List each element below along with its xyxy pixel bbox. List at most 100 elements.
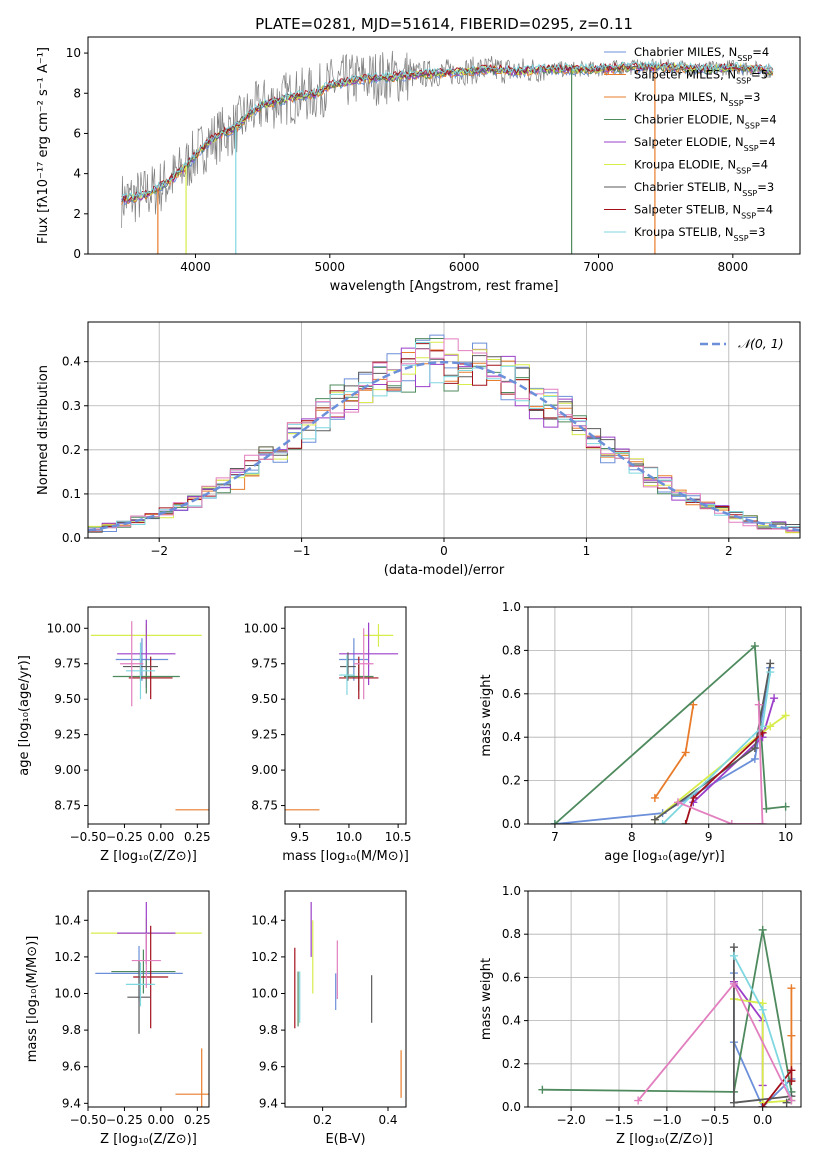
- panel-weight_vs_Z: −2.0 −1.5 −1.0 −0.5 0.0 0.0 0.2 0.4 0.6 0.8 1.0 Z […: [479, 884, 802, 1147]
- x-tick-label: 10.0: [336, 830, 363, 844]
- weight-marker: [681, 820, 690, 824]
- x-tick-label: −2: [150, 544, 168, 558]
- weight-marker: [758, 1005, 767, 1014]
- y-tick-label: 0.2: [502, 1057, 521, 1071]
- x-tick-label: 2: [725, 544, 733, 558]
- y-tick-label: 10.0: [251, 987, 278, 1001]
- x-tick-label: 5000: [315, 260, 346, 274]
- x-axis-label: Z [log₁₀(Z/Z⊙)]: [100, 849, 197, 864]
- legend-entry: Kroupa MILES, NSSP=3: [634, 90, 760, 108]
- weight-marker: [673, 798, 682, 807]
- x-tick-label: −0.50: [70, 1113, 107, 1127]
- x-tick-label: 0.4: [378, 1113, 397, 1127]
- y-tick-label: 6: [73, 126, 81, 140]
- weight-marker: [650, 793, 659, 802]
- weight-marker: [750, 642, 759, 651]
- weight-marker: [754, 700, 763, 709]
- weight-marker: [538, 1085, 547, 1094]
- plot-area: [121, 50, 774, 254]
- y-tick-label: 4: [73, 167, 81, 181]
- y-axis-label: mass weight: [479, 674, 494, 756]
- y-tick-label: 9.50: [54, 692, 81, 706]
- weight-marker: [781, 802, 790, 811]
- legend-entry: Chabrier STELIB, NSSP=3: [634, 180, 774, 198]
- y-tick-label: 9.00: [54, 763, 81, 777]
- y-tick-label: 9.25: [251, 728, 278, 742]
- weight-marker: [729, 943, 738, 952]
- weight-marker: [766, 659, 775, 668]
- weight-marker: [782, 1098, 791, 1107]
- weight-marker: [550, 820, 559, 824]
- weight-line-pink: [677, 704, 764, 824]
- panel-age_vs_Z: −0.50 −0.25 0.00 0.25 8.75 9.00 9.25 9.50 9.75 10…: [17, 606, 211, 864]
- y-tick-label: 0.0: [502, 817, 521, 831]
- y-tick-label: 0: [73, 247, 81, 261]
- x-axis-label: wavelength [Angstrom, rest frame]: [330, 279, 559, 294]
- weight-marker: [766, 722, 775, 731]
- weight-line-kroupa-elodie: [733, 998, 792, 1104]
- y-tick-label: 9.25: [54, 728, 81, 742]
- y-axis-label: Flux [fλ10⁻¹⁷ erg cm⁻² s⁻¹ A⁻¹]: [36, 47, 51, 244]
- y-tick-label: 0.0: [502, 1100, 521, 1114]
- normal-curve: [88, 360, 800, 532]
- y-tick-label: 9.00: [251, 763, 278, 777]
- y-tick-label: 0.2: [502, 774, 521, 788]
- plot-area: [90, 619, 209, 811]
- x-tick-label: 0.00: [148, 1113, 175, 1127]
- y-tick-label: 9.75: [251, 657, 278, 671]
- x-tick-label: 9: [705, 830, 713, 844]
- weight-marker: [634, 1096, 643, 1105]
- plot-area: [285, 622, 399, 811]
- x-axis-label: Z [log₁₀(Z/Z⊙)]: [100, 1132, 197, 1147]
- y-tick-label: 9.8: [62, 1023, 81, 1037]
- y-tick-label: 10.4: [251, 913, 278, 927]
- y-tick-label: 0.3: [62, 399, 81, 413]
- x-tick-label: −1.5: [604, 1113, 633, 1127]
- weight-marker: [758, 925, 767, 934]
- y-tick-label: 9.75: [54, 657, 81, 671]
- x-tick-label: 10.5: [385, 830, 412, 844]
- y-tick-label: 10.2: [54, 950, 81, 964]
- x-tick-label: 0.0: [753, 1113, 772, 1127]
- x-tick-label: 6000: [449, 260, 480, 274]
- panel-spectrum: Chabrier MILES, NSSP=4 Salpeter MILES, NS…: [36, 36, 801, 294]
- weight-marker: [781, 711, 790, 720]
- y-tick-label: 1.0: [502, 884, 521, 898]
- weight-marker: [762, 804, 771, 813]
- x-axis-label: E(B-V): [325, 1132, 365, 1147]
- x-tick-label: −2.0: [557, 1113, 586, 1127]
- y-tick-label: 9.6: [62, 1060, 81, 1074]
- x-axis-label: age [log₁₀(age/yr)]: [604, 849, 725, 864]
- y-tick-label: 10.2: [251, 950, 278, 964]
- legend-entry: Chabrier MILES, NSSP=4: [634, 45, 769, 63]
- y-tick-label: 9.6: [259, 1060, 278, 1074]
- plot-area: [294, 901, 402, 1098]
- y-tick-label: 9.8: [259, 1023, 278, 1037]
- y-tick-label: 2: [73, 207, 81, 221]
- weight-marker: [787, 984, 796, 993]
- x-tick-label: −1.0: [652, 1113, 681, 1127]
- weight-marker: [750, 754, 759, 763]
- y-axis-label: mass [log₁₀(M/M⊙)]: [25, 936, 40, 1063]
- y-axis-label: age [log₁₀(age/yr)]: [17, 655, 32, 776]
- weight-marker: [689, 793, 698, 802]
- y-tick-label: 0.6: [502, 687, 521, 701]
- weight-marker: [729, 1098, 738, 1107]
- x-tick-label: 0: [440, 544, 448, 558]
- weight-marker: [681, 748, 690, 757]
- panel-residuals: 𝒩(0, 1) −2 −1 0 1 2 0.0 0.1 0.2 0.3 0.4 (data-model…: [36, 321, 801, 578]
- x-tick-label: 0.00: [148, 830, 175, 844]
- plot-area: [90, 901, 209, 1107]
- y-tick-label: 8: [73, 86, 81, 100]
- weight-marker: [787, 1096, 796, 1105]
- weight-marker: [658, 820, 667, 824]
- x-tick-label: 10: [778, 830, 793, 844]
- y-tick-label: 0.1: [62, 487, 81, 501]
- weight-line-chabrier-elodie: [542, 929, 793, 1093]
- legend-entry: Salpeter MILES, NSSP=5: [634, 68, 768, 86]
- y-axis-label: Normed distribution: [36, 365, 51, 495]
- weight-marker: [787, 1077, 796, 1086]
- y-tick-label: 9.4: [62, 1096, 81, 1110]
- x-tick-label: 0.2: [313, 1113, 332, 1127]
- x-tick-label: 9.5: [290, 830, 309, 844]
